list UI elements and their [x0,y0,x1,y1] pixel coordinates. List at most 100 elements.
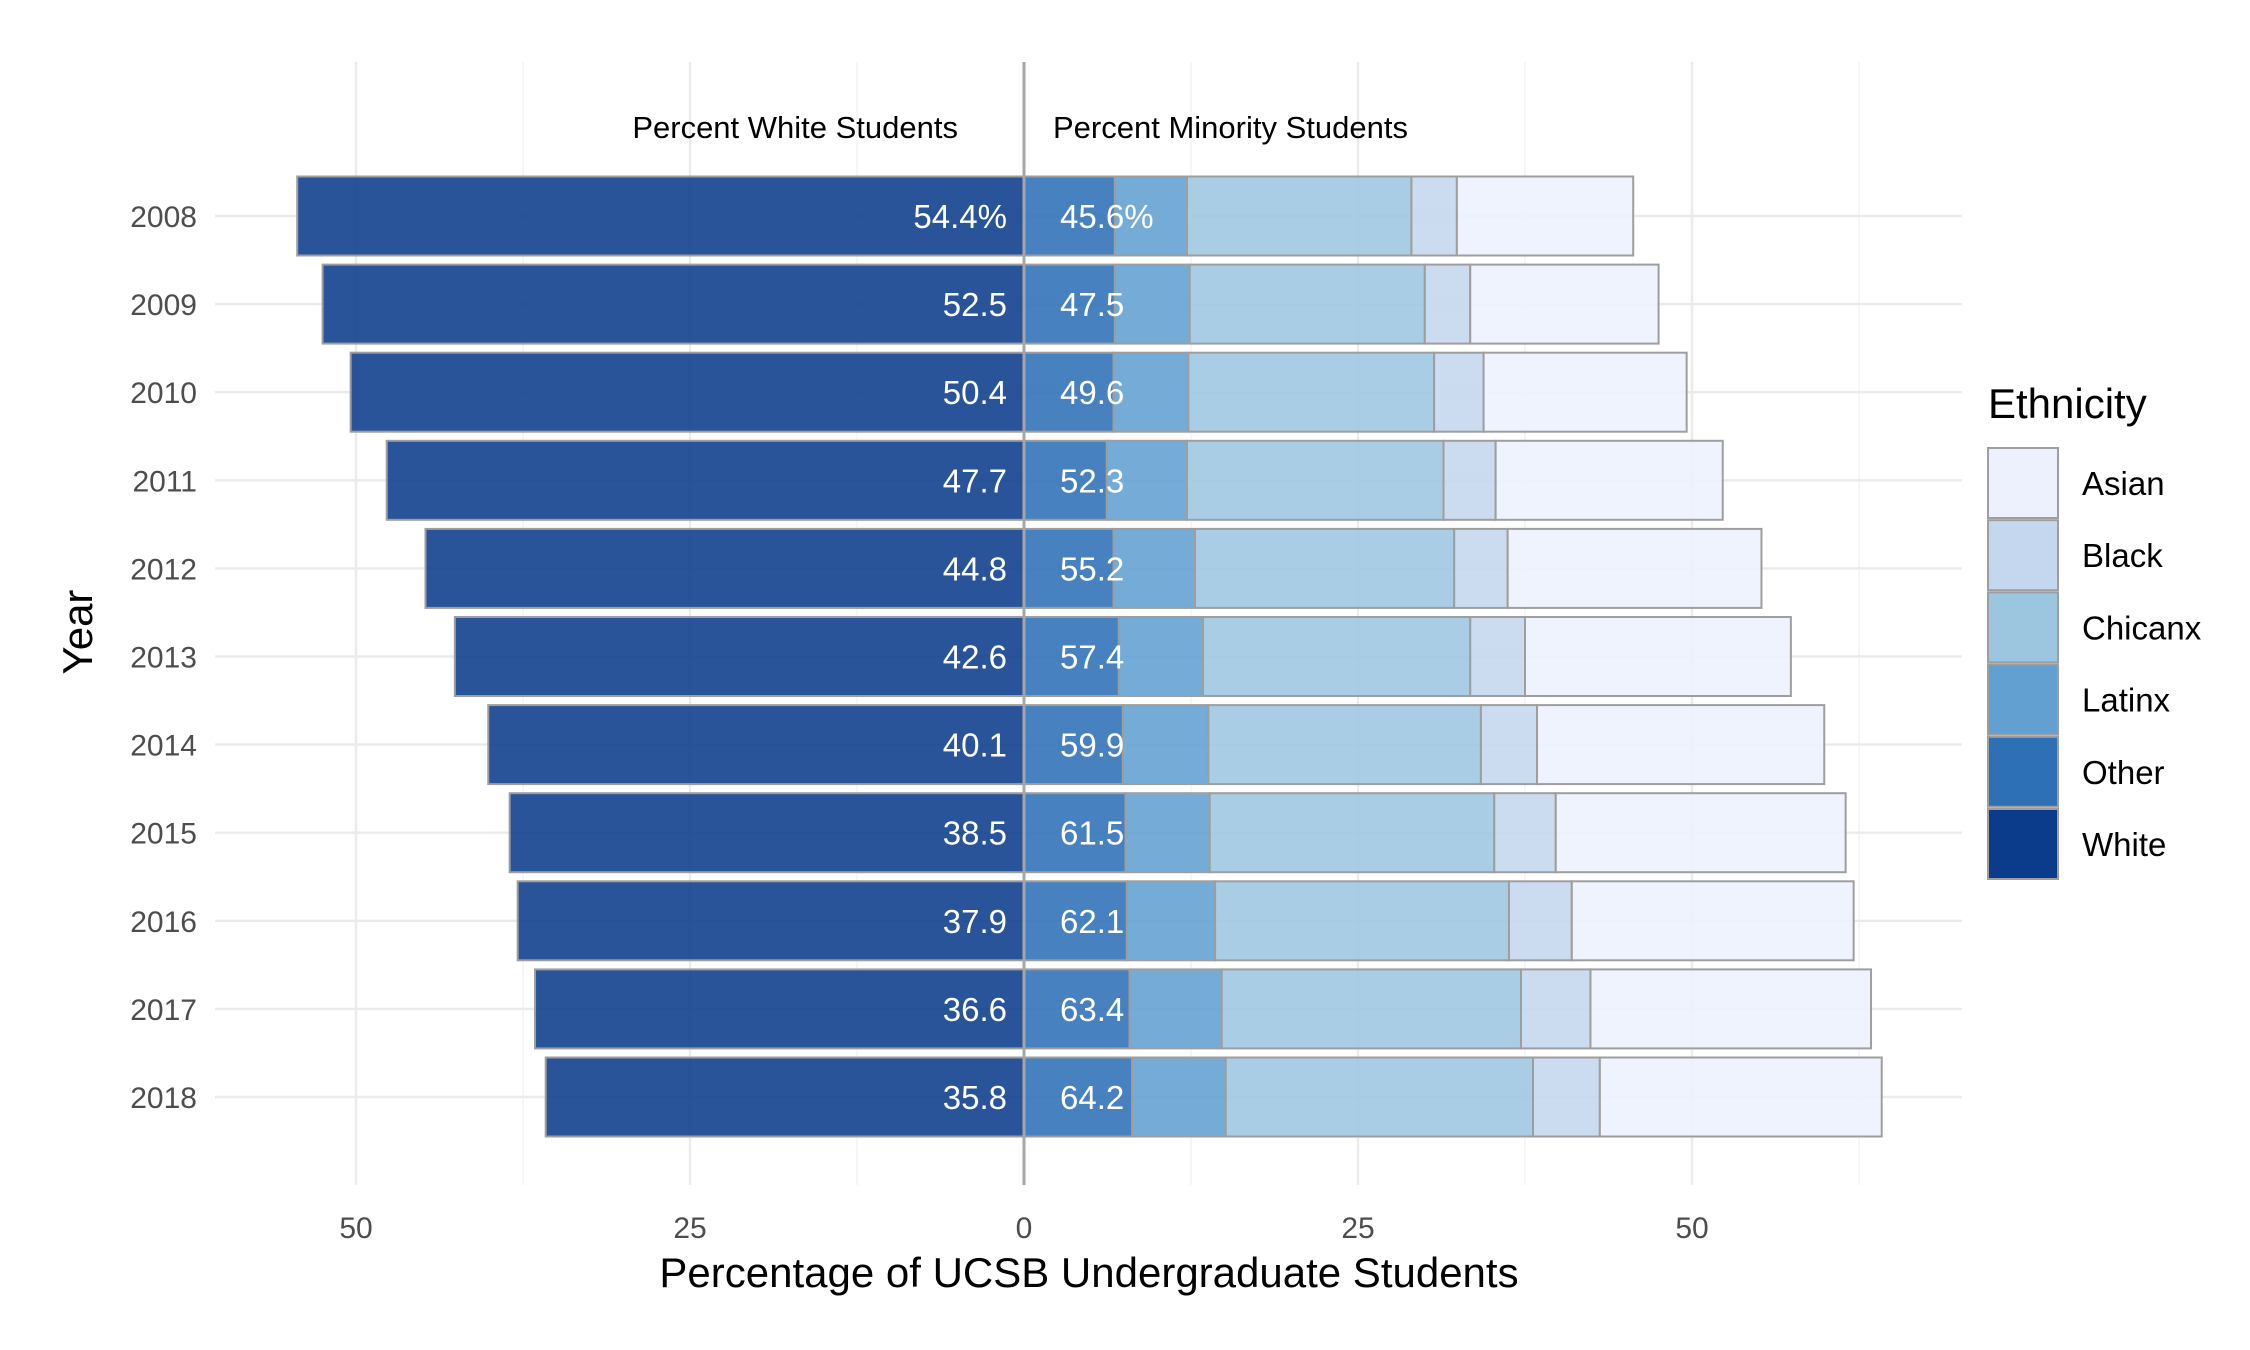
legend-swatch-other [1987,735,2059,808]
bar-asian-2016 [1570,880,1855,962]
y-tick-label: 2013 [130,642,197,675]
bar-latinx-2017 [1128,968,1223,1050]
bar-asian-2012 [1506,527,1763,609]
label-white-2015: 38.5 [943,815,1007,852]
bar-other-2013 [1023,616,1120,697]
bar-latinx-2009 [1113,263,1191,345]
bar-white-2013 [453,616,1025,697]
legend-swatch-latinx [1987,663,2059,736]
label-white-2012: 44.8 [943,550,1007,587]
y-tick-label: 2008 [130,201,197,234]
bar-white-2011 [385,439,1025,521]
label-minority-2018: 64.2 [1060,1079,1124,1116]
label-white-2014: 40.1 [943,727,1007,764]
bar-chicanx-2008 [1185,175,1413,257]
bar-latinx-2010 [1112,351,1190,433]
label-white-2009: 52.5 [943,286,1007,323]
bar-white-2009 [321,263,1026,345]
label-minority-2015: 61.5 [1060,815,1124,852]
annotation-white: Percent White Students [632,110,958,145]
y-tick-label: 2010 [130,377,197,410]
y-tick-label: 2009 [130,289,197,322]
bar-chicanx-2014 [1207,704,1482,786]
y-tick-label: 2016 [130,906,197,939]
legend-swatch-chicanx [1987,591,2059,664]
legend-label-asian: Asian [2082,465,2165,502]
label-white-2011: 47.7 [943,462,1007,499]
label-minority-2013: 57.4 [1060,639,1124,676]
bar-asian-2011 [1494,439,1724,521]
label-minority-2014: 59.9 [1060,727,1124,764]
x-tick-label: 50 [339,1212,372,1245]
y-tick-label: 2017 [130,994,197,1027]
bar-asian-2017 [1589,968,1873,1050]
bar-other-2008 [1023,175,1116,257]
bar-latinx-2013 [1117,616,1205,697]
bar-other-2016 [1023,880,1128,962]
legend-label-black: Black [2082,537,2163,574]
bar-chicanx-2015 [1208,792,1496,874]
bar-black-2011 [1442,439,1497,521]
x-tick-label: 50 [1675,1212,1708,1245]
bar-white-2018 [544,1056,1025,1138]
label-white-2008: 54.4% [913,198,1007,235]
legend-swatch-asian [1987,447,2059,519]
bar-chicanx-2017 [1220,968,1522,1050]
bar-latinx-2018 [1131,1056,1227,1138]
bar-white-2012 [424,527,1025,609]
legend: Asian Black Chicanx Latinx Other White [1987,447,2202,880]
label-minority-2017: 63.4 [1060,991,1124,1028]
label-white-2017: 36.6 [943,991,1007,1028]
label-white-2016: 37.9 [943,903,1007,940]
x-tick-label: 25 [673,1212,706,1245]
bar-other-2015 [1023,792,1127,874]
bar-asian-2013 [1524,616,1792,697]
axes: 2008 2009 2010 2011 2012 2013 2014 2015 2016 2017… [130,201,1708,1245]
bar-asian-2010 [1482,351,1688,433]
bar-labels: 54.4% 45.6% 52.5 47.5 50.4 49.6 47.7 52.3 44.8 55… [913,198,1153,1116]
label-white-2010: 50.4 [943,374,1007,411]
label-white-2018: 35.8 [943,1079,1007,1116]
x-axis-title: Percentage of UCSB Undergraduate Student… [659,1249,1518,1296]
bar-chicanx-2018 [1224,1056,1535,1138]
bar-other-2009 [1023,263,1116,345]
bar-black-2010 [1433,351,1485,433]
bar-chicanx-2016 [1214,880,1510,962]
label-white-2013: 42.6 [943,639,1007,676]
legend-label-latinx: Latinx [2082,682,2171,719]
y-tick-label: 2014 [130,730,197,763]
bar-latinx-2008 [1113,175,1188,257]
bars [296,175,1883,1138]
bar-chicanx-2009 [1188,263,1426,345]
bar-asian-2009 [1469,263,1660,345]
bar-latinx-2016 [1125,880,1217,962]
legend-label-other: Other [2082,754,2165,791]
bar-asian-2014 [1536,704,1826,786]
y-tick-label: 2015 [130,818,197,851]
bar-white-2014 [487,704,1026,786]
bar-chicanx-2012 [1194,527,1456,609]
bar-latinx-2015 [1124,792,1211,874]
bar-black-2008 [1410,175,1458,257]
bar-black-2017 [1519,968,1592,1050]
bar-latinx-2011 [1105,439,1188,521]
y-tick-label: 2012 [130,553,197,586]
legend-swatch-black [1987,519,2059,592]
legend-label-white: White [2082,826,2166,863]
y-tick-label: 2011 [132,465,197,498]
label-minority-2016: 62.1 [1060,903,1124,940]
bar-asian-2018 [1598,1056,1883,1138]
bar-black-2014 [1479,704,1539,786]
bar-chicanx-2011 [1185,439,1445,521]
label-minority-2009: 47.5 [1060,286,1124,323]
bar-latinx-2012 [1112,527,1197,609]
bar-black-2015 [1493,792,1557,874]
bar-other-2010 [1023,351,1115,433]
y-tick-label: 2018 [130,1082,197,1115]
annotation-minority: Percent Minority Students [1053,110,1408,145]
bar-asian-2008 [1455,175,1635,257]
bar-black-2012 [1453,527,1509,609]
legend-label-chicanx: Chicanx [2082,609,2202,646]
bar-black-2018 [1532,1056,1601,1138]
